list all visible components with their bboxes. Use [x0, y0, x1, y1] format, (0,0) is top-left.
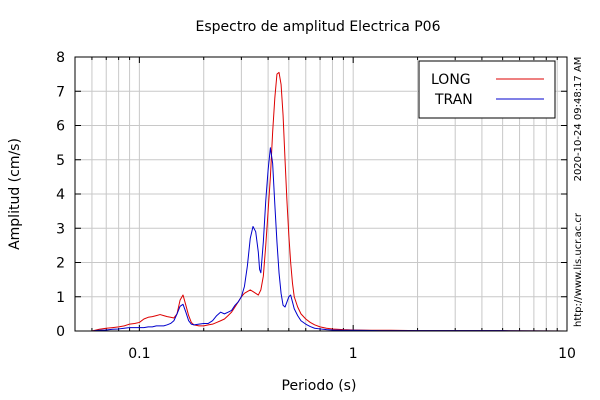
legend-label-tran: TRAN	[434, 92, 473, 108]
y-tick-label: 5	[56, 153, 65, 169]
y-tick-label: 6	[56, 119, 65, 135]
legend: LONG TRAN	[418, 60, 556, 119]
x-tick-label: 10	[558, 346, 576, 362]
y-tick-label: 0	[56, 324, 65, 340]
y-tick-label: 2	[56, 256, 65, 272]
y-tick-label: 3	[56, 221, 65, 237]
x-tick-labels: 0.1 1 10	[128, 346, 576, 362]
chart-title: Espectro de amplitud Electrica P06	[196, 19, 441, 35]
legend-box	[418, 60, 556, 119]
x-tick-label: 1	[349, 346, 358, 362]
y-tick-label: 7	[56, 84, 65, 100]
x-axis-label: Periodo (s)	[282, 378, 357, 394]
series-lines	[91, 71, 568, 332]
plot-frame	[74, 56, 568, 332]
legend-label-long: LONG	[431, 72, 471, 88]
y-tick-label: 4	[56, 187, 65, 203]
y-tick-labels: 0 1 2 3 4 5 6 7 8	[56, 50, 65, 340]
y-axis-label: Amplitud (cm/s)	[7, 138, 23, 250]
series-line-long	[91, 71, 568, 332]
y-tick-label: 8	[56, 50, 65, 66]
series-line-tran	[91, 147, 568, 332]
source-url-label: http://www.lis.ucr.ac.cr	[573, 212, 584, 327]
timestamp-label: 2020-10-24 09:48:17 AM	[573, 57, 584, 182]
y-tick-label: 1	[56, 290, 65, 306]
x-tick-label: 0.1	[128, 346, 150, 362]
